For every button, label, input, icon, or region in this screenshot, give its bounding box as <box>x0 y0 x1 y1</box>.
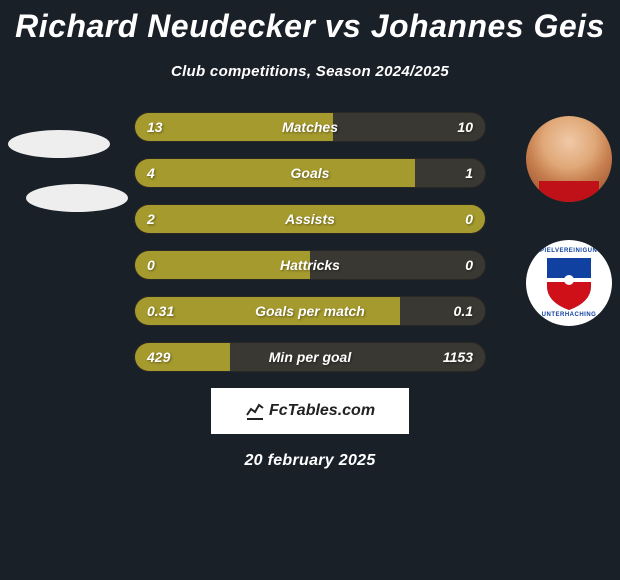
shield-icon <box>543 254 595 312</box>
stat-row: 4 Goals 1 <box>134 158 486 188</box>
stat-value-right: 1153 <box>443 349 473 365</box>
stat-value-left: 13 <box>147 119 163 135</box>
footer-date: 20 february 2025 <box>0 452 620 470</box>
stat-value-left: 4 <box>147 165 155 181</box>
stat-value-right: 0.1 <box>454 303 473 319</box>
stat-label: Min per goal <box>269 349 351 365</box>
right-player-avatars: SPIELVEREINIGUNG UNTERHACHING <box>526 116 612 364</box>
stat-row: 13 Matches 10 <box>134 112 486 142</box>
stat-value-left: 0.31 <box>147 303 174 319</box>
player-left-club-placeholder <box>26 184 128 212</box>
stat-row: 0.31 Goals per match 0.1 <box>134 296 486 326</box>
stat-value-right: 1 <box>465 165 473 181</box>
club-text-bottom: UNTERHACHING <box>542 312 597 318</box>
stat-row: 429 Min per goal 1153 <box>134 342 486 372</box>
stat-label: Matches <box>282 119 338 135</box>
comparison-chart: SPIELVEREINIGUNG UNTERHACHING 13Matches1… <box>0 112 620 372</box>
player-right-photo <box>526 116 612 202</box>
subtitle: Club competitions, Season 2024/2025 <box>0 63 620 80</box>
player-left-photo-placeholder <box>8 130 110 158</box>
stat-value-left: 429 <box>147 349 170 365</box>
stat-value-left: 0 <box>147 257 155 273</box>
stat-value-left: 2 <box>147 211 155 227</box>
stat-label: Assists <box>285 211 335 227</box>
page-title: Richard Neudecker vs Johannes Geis <box>0 0 620 45</box>
stat-row: 2 Assists 0 <box>134 204 486 234</box>
stat-label: Hattricks <box>280 257 340 273</box>
stat-label: Goals <box>291 165 330 181</box>
stat-value-right: 0 <box>465 257 473 273</box>
stat-bar-left <box>135 159 415 187</box>
stat-label: Goals per match <box>255 303 365 319</box>
footer-brand-text: FcTables.com <box>269 402 375 420</box>
stat-value-right: 10 <box>457 119 473 135</box>
chart-icon <box>245 401 265 421</box>
stat-value-right: 0 <box>465 211 473 227</box>
player-right-club-badge: SPIELVEREINIGUNG UNTERHACHING <box>526 240 612 326</box>
stat-row: 0 Hattricks 0 <box>134 250 486 280</box>
footer-brand-badge: FcTables.com <box>211 388 409 434</box>
stat-bars: 13 Matches 10 4 Goals 1 2 Assists 0 0 Hattricks 0 0.… <box>134 112 486 372</box>
